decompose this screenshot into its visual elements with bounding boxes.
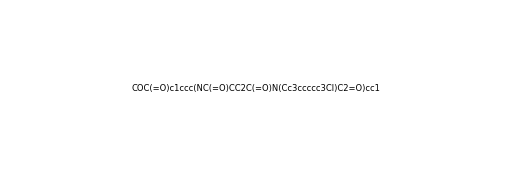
Text: COC(=O)c1ccc(NC(=O)CC2C(=O)N(Cc3ccccc3Cl)C2=O)cc1: COC(=O)c1ccc(NC(=O)CC2C(=O)N(Cc3ccccc3Cl… [132, 85, 380, 93]
